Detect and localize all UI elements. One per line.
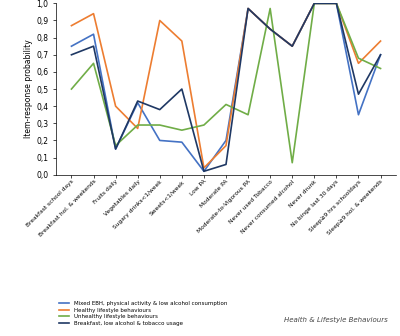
- Mixed EBH, physical activity & low alcohol consumption: [157, 138, 162, 142]
- Unhealthy lifestyle behaviours: [290, 161, 295, 165]
- Breakfast, low alcohol & tobacco usage: [135, 99, 140, 103]
- Breakfast, low alcohol & tobacco usage: [356, 92, 361, 96]
- Healthy lifestyle behaviours: [202, 166, 206, 170]
- Unhealthy lifestyle behaviours: [69, 87, 74, 91]
- Breakfast, low alcohol & tobacco usage: [268, 27, 272, 31]
- Mixed EBH, physical activity & low alcohol consumption: [312, 1, 317, 5]
- Breakfast, low alcohol & tobacco usage: [91, 44, 96, 48]
- Legend: Mixed EBH, physical activity & low alcohol consumption, Healthy lifestyle behavi: Mixed EBH, physical activity & low alcoh…: [59, 301, 228, 326]
- Healthy lifestyle behaviours: [334, 1, 339, 5]
- Unhealthy lifestyle behaviours: [268, 6, 272, 10]
- Breakfast, low alcohol & tobacco usage: [180, 87, 184, 91]
- Healthy lifestyle behaviours: [180, 39, 184, 43]
- Unhealthy lifestyle behaviours: [91, 61, 96, 66]
- Mixed EBH, physical activity & low alcohol consumption: [378, 53, 383, 57]
- Mixed EBH, physical activity & low alcohol consumption: [202, 169, 206, 173]
- Line: Healthy lifestyle behaviours: Healthy lifestyle behaviours: [72, 3, 380, 168]
- Mixed EBH, physical activity & low alcohol consumption: [224, 138, 228, 142]
- Breakfast, low alcohol & tobacco usage: [202, 169, 206, 173]
- Text: Health & Lifestyle Behaviours: Health & Lifestyle Behaviours: [284, 317, 388, 323]
- Unhealthy lifestyle behaviours: [312, 1, 317, 5]
- Unhealthy lifestyle behaviours: [334, 1, 339, 5]
- Healthy lifestyle behaviours: [91, 12, 96, 16]
- Breakfast, low alcohol & tobacco usage: [224, 162, 228, 166]
- Healthy lifestyle behaviours: [268, 27, 272, 31]
- Line: Breakfast, low alcohol & tobacco usage: Breakfast, low alcohol & tobacco usage: [72, 3, 380, 171]
- Healthy lifestyle behaviours: [312, 1, 317, 5]
- Line: Unhealthy lifestyle behaviours: Unhealthy lifestyle behaviours: [72, 3, 380, 163]
- Line: Mixed EBH, physical activity & low alcohol consumption: Mixed EBH, physical activity & low alcoh…: [72, 3, 380, 171]
- Unhealthy lifestyle behaviours: [378, 67, 383, 71]
- Healthy lifestyle behaviours: [157, 18, 162, 23]
- Unhealthy lifestyle behaviours: [180, 128, 184, 132]
- Healthy lifestyle behaviours: [290, 44, 295, 48]
- Mixed EBH, physical activity & low alcohol consumption: [268, 27, 272, 31]
- Mixed EBH, physical activity & low alcohol consumption: [180, 140, 184, 144]
- Mixed EBH, physical activity & low alcohol consumption: [113, 147, 118, 151]
- Mixed EBH, physical activity & low alcohol consumption: [246, 6, 250, 10]
- Mixed EBH, physical activity & low alcohol consumption: [91, 32, 96, 36]
- Healthy lifestyle behaviours: [378, 39, 383, 43]
- Mixed EBH, physical activity & low alcohol consumption: [334, 1, 339, 5]
- Breakfast, low alcohol & tobacco usage: [113, 147, 118, 151]
- Breakfast, low alcohol & tobacco usage: [312, 1, 317, 5]
- Breakfast, low alcohol & tobacco usage: [69, 53, 74, 57]
- Healthy lifestyle behaviours: [135, 126, 140, 130]
- Healthy lifestyle behaviours: [113, 104, 118, 108]
- Mixed EBH, physical activity & low alcohol consumption: [290, 44, 295, 48]
- Breakfast, low alcohol & tobacco usage: [157, 108, 162, 112]
- Breakfast, low alcohol & tobacco usage: [378, 53, 383, 57]
- Unhealthy lifestyle behaviours: [224, 102, 228, 107]
- Mixed EBH, physical activity & low alcohol consumption: [135, 101, 140, 105]
- Unhealthy lifestyle behaviours: [157, 123, 162, 127]
- Unhealthy lifestyle behaviours: [135, 123, 140, 127]
- Unhealthy lifestyle behaviours: [246, 113, 250, 117]
- Mixed EBH, physical activity & low alcohol consumption: [356, 113, 361, 117]
- Y-axis label: Item-response probability: Item-response probability: [24, 40, 34, 138]
- Unhealthy lifestyle behaviours: [113, 143, 118, 148]
- Unhealthy lifestyle behaviours: [202, 123, 206, 127]
- Healthy lifestyle behaviours: [69, 24, 74, 28]
- Healthy lifestyle behaviours: [246, 6, 250, 10]
- Healthy lifestyle behaviours: [224, 143, 228, 148]
- Breakfast, low alcohol & tobacco usage: [334, 1, 339, 5]
- Breakfast, low alcohol & tobacco usage: [246, 6, 250, 10]
- Unhealthy lifestyle behaviours: [356, 56, 361, 60]
- Breakfast, low alcohol & tobacco usage: [290, 44, 295, 48]
- Healthy lifestyle behaviours: [356, 61, 361, 66]
- Mixed EBH, physical activity & low alcohol consumption: [69, 44, 74, 48]
